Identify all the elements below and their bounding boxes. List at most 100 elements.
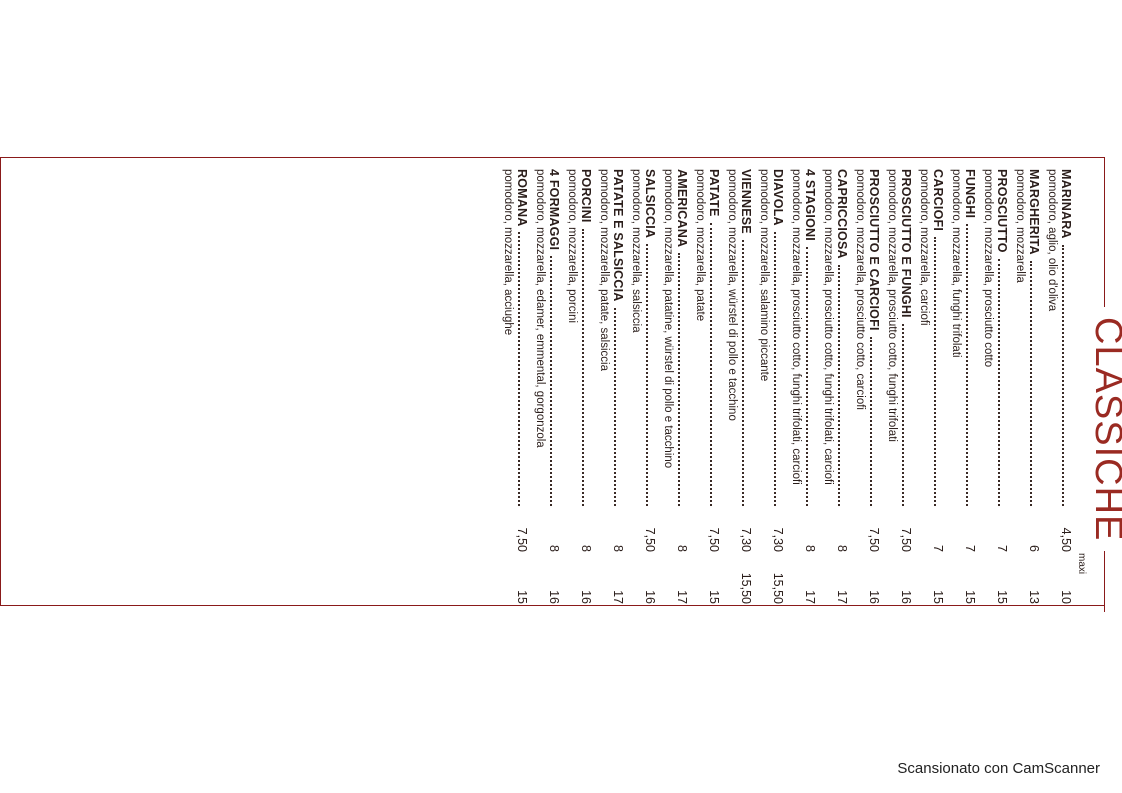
menu-title: CLASSICHE <box>1087 307 1122 552</box>
menu-card: CLASSICHE maxi MARINARA 4,50 10 pomodoro, a… <box>0 157 1122 612</box>
menu-item-name: FUNGHI <box>963 169 977 219</box>
menu-item-maxi-price: 16 <box>643 590 657 604</box>
menu-item-description: pomodoro, mozzarella, carciofi <box>918 169 930 326</box>
menu-item-name: 4 FORMAGGI <box>547 169 561 251</box>
menu-item-price: 8 <box>547 545 561 552</box>
scanner-watermark: Scansionato con CamScanner <box>897 760 1100 777</box>
dotted-leader <box>614 307 616 506</box>
menu-item-row: 4 FORMAGGI 8 16 <box>546 169 561 604</box>
menu-item-row: PROSCIUTTO E FUNGHI 7,50 16 <box>898 169 913 604</box>
menu-item-row: FUNGHI 7 15 <box>962 169 977 604</box>
menu-item: ROMANA 7,50 15 pomodoro, mozzarella, acciug… <box>501 169 529 604</box>
menu-item-price: 7,50 <box>515 527 529 552</box>
menu-item-row: ROMANA 7,50 15 <box>514 169 529 604</box>
menu-item-name: PROSCIUTTO E CARCIOFI <box>867 169 881 331</box>
menu-item-row: PORCINI 8 16 <box>578 169 593 604</box>
menu-item: FUNGHI 7 15 pomodoro, mozzarella, funghi tr… <box>949 169 977 604</box>
menu-item-maxi-price: 17 <box>835 590 849 604</box>
menu-item: CARCIOFI 7 15 pomodoro, mozzarella, carciof… <box>917 169 945 604</box>
dotted-leader <box>582 228 584 506</box>
menu-item-row: AMERICANA 8 17 <box>674 169 689 604</box>
menu-frame-left <box>0 157 1105 158</box>
menu-item: AMERICANA 8 17 pomodoro, mozzarella, patati… <box>661 169 689 604</box>
menu-item-description: pomodoro, mozzarella, edamer, emmental, … <box>534 169 546 448</box>
menu-item-price: 7 <box>963 545 977 552</box>
menu-item-maxi-price: 16 <box>547 590 561 604</box>
menu-item-name: AMERICANA <box>675 169 689 248</box>
menu-item-maxi-price: 15 <box>995 590 1009 604</box>
menu-item-description: pomodoro, mozzarella, acciughe <box>502 169 514 336</box>
menu-item-name: MARINARA <box>1059 169 1073 239</box>
menu-item-name: ROMANA <box>515 169 529 227</box>
menu-item-maxi-price: 16 <box>899 590 913 604</box>
menu-item-name: PROSCIUTTO <box>995 169 1009 253</box>
menu-item-row: PATATE 7,50 15 <box>706 169 721 604</box>
dotted-leader <box>742 239 744 506</box>
menu-item-list: MARINARA 4,50 10 pomodoro, aglio, olio d'ol… <box>497 169 1073 604</box>
menu-item-row: PATATE E SALSICCIA 8 17 <box>610 169 625 604</box>
menu-item-price: 8 <box>835 545 849 552</box>
menu-item-description: pomodoro, mozzarella, salamino piccante <box>758 169 770 382</box>
menu-item-row: CARCIOFI 7 15 <box>930 169 945 604</box>
menu-item-price: 7,50 <box>707 527 721 552</box>
menu-item-name: SALSICCIA <box>643 169 657 239</box>
menu-item-name: MARGHERITA <box>1027 169 1041 255</box>
menu-item: PORCINI 8 16 pomodoro, mozzarella, porcini <box>565 169 593 604</box>
menu-item-description: pomodoro, aglio, olio d'oliva <box>1046 169 1058 312</box>
menu-item-row: 4 STAGIONI 8 17 <box>802 169 817 604</box>
dotted-leader <box>902 323 904 506</box>
menu-item-price: 7,30 <box>739 527 753 552</box>
menu-item-price: 7 <box>995 545 1009 552</box>
menu-item-maxi-price: 15 <box>515 590 529 604</box>
menu-item: 4 FORMAGGI 8 16 pomodoro, mozzarella, edame… <box>533 169 561 604</box>
menu-item: SALSICCIA 7,50 16 pomodoro, mozzarella, sal… <box>629 169 657 604</box>
menu-item-name: CAPRICCIOSA <box>835 169 849 259</box>
menu-item-price: 7,50 <box>899 527 913 552</box>
menu-item-price: 7,30 <box>771 527 785 552</box>
menu-item-maxi-price: 15,50 <box>739 572 753 604</box>
menu-item: PATATE 7,50 15 pomodoro, mozzarella, patate <box>693 169 721 604</box>
menu-item-price: 7 <box>931 545 945 552</box>
menu-item-row: MARGHERITA 6 13 <box>1026 169 1041 604</box>
menu-item-description: pomodoro, mozzarella, porcini <box>566 169 578 324</box>
menu-item-description: pomodoro, mozzarella, würstel di pollo e… <box>726 169 738 421</box>
menu-item-price: 7,50 <box>643 527 657 552</box>
menu-item-description: pomodoro, mozzarella, prosciutto cotto, … <box>854 169 866 410</box>
menu-item-price: 8 <box>579 545 593 552</box>
menu-item-row: VIENNESE 7,30 15,50 <box>738 169 753 604</box>
menu-item-description: pomodoro, mozzarella, prosciutto cotto, … <box>790 169 802 485</box>
menu-item: PROSCIUTTO 7 15 pomodoro, mozzarella, prosc… <box>981 169 1009 604</box>
menu-item-name: PATATE E SALSICCIA <box>611 169 625 302</box>
menu-item-maxi-price: 15 <box>931 590 945 604</box>
menu-item-description: pomodoro, mozzarella, patate, salsiccia <box>598 169 610 371</box>
menu-item-row: DIAVOLA 7,30 15,50 <box>770 169 785 604</box>
menu-item-description: pomodoro, mozzarella, prosciutto cotto, … <box>886 169 898 442</box>
menu-item-description: pomodoro, mozzarella, prosciutto cotto <box>982 169 994 368</box>
menu-item: DIAVOLA 7,30 15,50 pomodoro, mozzarella, sa… <box>757 169 785 604</box>
menu-item-maxi-price: 17 <box>611 590 625 604</box>
menu-item-description: pomodoro, mozzarella, prosciutto cotto, … <box>822 169 834 485</box>
menu-item-price: 8 <box>803 545 817 552</box>
menu-item-description: pomodoro, mozzarella, patate <box>694 169 706 322</box>
menu-item-name: PROSCIUTTO E FUNGHI <box>899 169 913 318</box>
menu-item-description: pomodoro, mozzarella <box>1014 169 1026 283</box>
menu-item-row: MARINARA 4,50 10 <box>1058 169 1073 604</box>
menu-item-maxi-price: 13 <box>1027 590 1041 604</box>
menu-item: PROSCIUTTO E CARCIOFI 7,50 16 pomodoro, moz… <box>853 169 881 604</box>
menu-frame-bottom <box>0 157 1 606</box>
dotted-leader <box>678 253 680 506</box>
menu-item-price: 4,50 <box>1059 527 1073 552</box>
dotted-leader <box>966 224 968 506</box>
menu-item-row: PROSCIUTTO E CARCIOFI 7,50 16 <box>866 169 881 604</box>
menu-item-name: 4 STAGIONI <box>803 169 817 241</box>
menu-item-maxi-price: 10 <box>1059 590 1073 604</box>
dotted-leader <box>838 264 840 506</box>
menu-item: PATATE E SALSICCIA 8 17 pomodoro, mozzarell… <box>597 169 625 604</box>
dotted-leader <box>1030 260 1032 506</box>
dotted-leader <box>550 256 552 506</box>
maxi-column-header: maxi <box>1076 553 1087 575</box>
dotted-leader <box>1062 244 1064 506</box>
menu-item: VIENNESE 7,30 15,50 pomodoro, mozzarella, w… <box>725 169 753 604</box>
menu-item-maxi-price: 15 <box>707 590 721 604</box>
menu-item-price: 8 <box>611 545 625 552</box>
